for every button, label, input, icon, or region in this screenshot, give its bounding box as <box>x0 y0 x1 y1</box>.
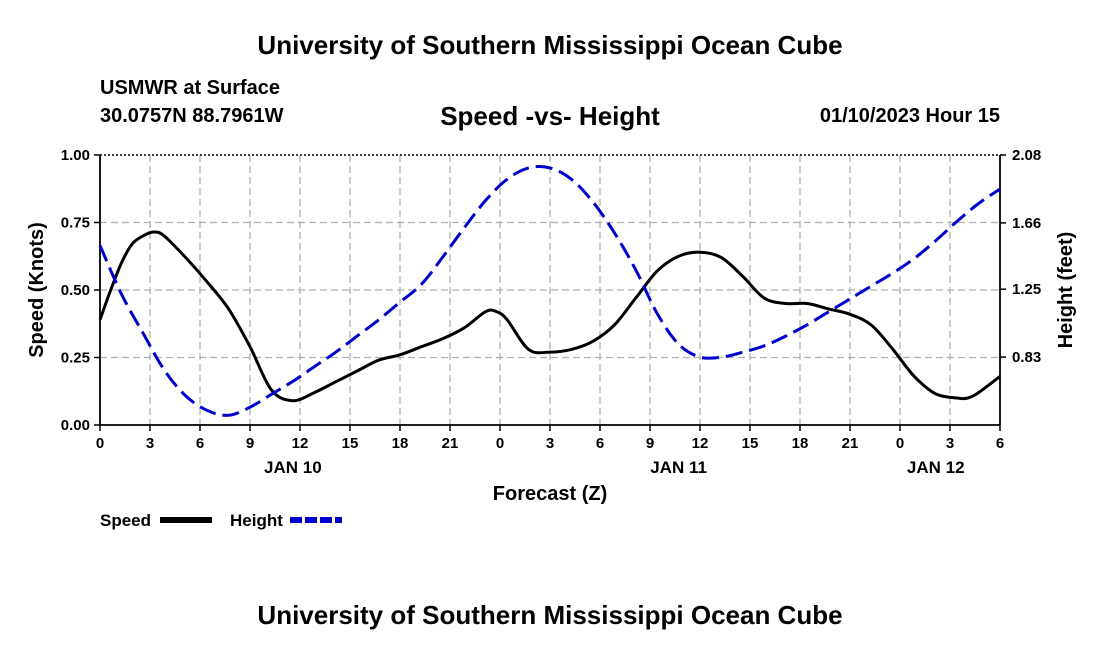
x-tick-label: 12 <box>292 435 309 452</box>
y-axis-title: Speed (Knots) <box>26 222 48 358</box>
x-tick-label: 3 <box>546 435 554 452</box>
y-tick-label: 0.50 <box>61 282 90 299</box>
x-tick-label: 9 <box>646 435 654 452</box>
y-tick-label: 0.25 <box>61 350 90 367</box>
x-tick-label: 12 <box>692 435 709 452</box>
x-tick-label: 9 <box>246 435 254 452</box>
x-tick-label: 6 <box>596 435 604 452</box>
x-tick-label: 3 <box>146 435 154 452</box>
x-tick-label: 18 <box>792 435 809 452</box>
legend: Speed Height <box>100 511 342 530</box>
x-tick-label: 0 <box>496 435 504 452</box>
x-tick-label: 0 <box>896 435 904 452</box>
main-title: University of Southern Mississippi Ocean… <box>257 30 843 60</box>
grid <box>100 155 1000 425</box>
x-tick-label: 6 <box>996 435 1004 452</box>
x-axis-title: Forecast (Z) <box>493 483 607 505</box>
footer-title: University of Southern Mississippi Ocean… <box>257 600 843 630</box>
x-tick-label: 18 <box>392 435 409 452</box>
axis-labels: Forecast (Z) Speed (Knots) Height (feet)… <box>26 147 1077 505</box>
series-line-speed <box>98 230 1001 403</box>
date-label: JAN 10 <box>264 458 322 477</box>
series-lines <box>98 164 1001 417</box>
x-tick-label: 21 <box>842 435 859 452</box>
y-tick-label: 0.75 <box>61 215 90 232</box>
y-tick-label: 1.00 <box>61 147 90 164</box>
y-tick-label: 0.00 <box>61 417 90 434</box>
station-coordinates: 30.0757N 88.7961W <box>100 105 284 127</box>
series-line-height <box>98 164 1001 417</box>
x-tick-label: 15 <box>342 435 359 452</box>
y2-tick-label: 1.25 <box>1012 281 1041 298</box>
date-label: JAN 12 <box>907 458 965 477</box>
x-tick-label: 15 <box>742 435 759 452</box>
forecast-date: 01/10/2023 Hour 15 <box>819 105 1000 127</box>
y2-tick-label: 1.66 <box>1012 215 1041 232</box>
x-tick-label: 0 <box>96 435 104 452</box>
chart-title: Speed -vs- Height <box>440 101 660 131</box>
legend-label-speed: Speed <box>100 511 151 530</box>
y2-tick-label: 0.83 <box>1012 349 1041 366</box>
legend-label-height: Height <box>230 511 283 530</box>
date-label: JAN 11 <box>650 458 707 477</box>
x-tick-label: 21 <box>442 435 459 452</box>
x-tick-label: 6 <box>196 435 204 452</box>
axes <box>94 154 1006 431</box>
x-tick-label: 3 <box>946 435 954 452</box>
station-name: USMWR at Surface <box>100 77 281 99</box>
y2-tick-label: 2.08 <box>1012 147 1041 164</box>
y2-axis-title: Height (feet) <box>1055 232 1077 349</box>
